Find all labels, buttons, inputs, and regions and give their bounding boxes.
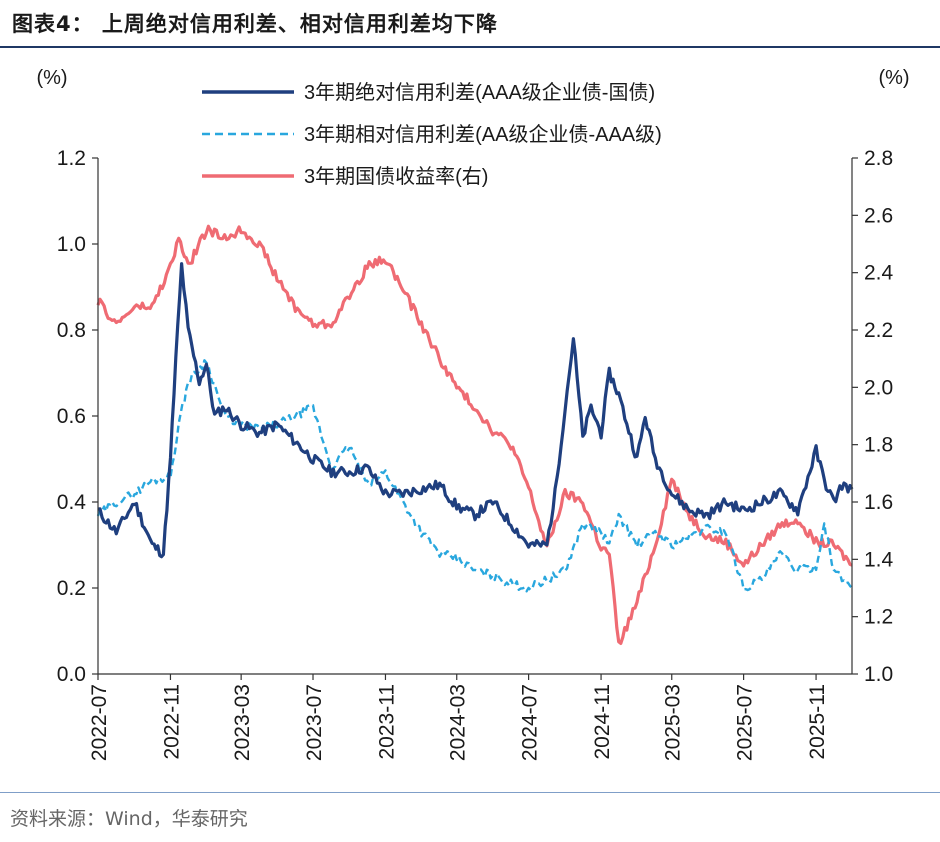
- right-tick-label: 1.6: [864, 491, 893, 514]
- x-tick-label: 2023-03: [231, 684, 254, 761]
- axes-layer: 0.0 0.2 0.4 0.6 0.8 1.0 1.2 1.0 1.2 1.4 1.6 1.8 2.0 2…: [57, 147, 894, 761]
- x-tick-label: 2024-07: [519, 684, 542, 761]
- left-tick-label: 1.2: [57, 147, 86, 170]
- left-tick-label: 0.6: [57, 405, 86, 428]
- left-tick-label: 0.2: [57, 577, 86, 600]
- source-note: 资料来源：Wind，华泰研究: [10, 808, 248, 830]
- x-tick-label: 2022-11: [160, 684, 183, 760]
- x-tick-label: 2023-07: [303, 684, 326, 761]
- chart: 0.0 0.2 0.4 0.6 0.8 1.0 1.2 1.0 1.2 1.4 1.6 1.8 2.0 2…: [36, 67, 909, 761]
- treasury-yield-line: [96, 224, 853, 646]
- x-tick-label: 2025-03: [662, 684, 685, 761]
- absolute-spread-line: [97, 262, 854, 559]
- right-axis-unit: (%): [878, 67, 909, 89]
- right-tick-label: 2.6: [864, 204, 893, 227]
- right-tick-label: 2.8: [864, 147, 893, 170]
- right-tick-label: 1.0: [864, 663, 893, 686]
- x-tick-label: 2023-11: [375, 684, 398, 760]
- left-tick-label: 0.0: [57, 663, 86, 686]
- right-tick-label: 2.2: [864, 319, 893, 342]
- right-tick-label: 1.8: [864, 434, 893, 457]
- x-tick-label: 2022-07: [88, 684, 111, 761]
- left-tick-label: 0.4: [57, 491, 87, 514]
- left-tick-label: 0.8: [57, 319, 86, 342]
- legend: 3年期绝对信用利差(AAA级企业债-国债) 3年期相对信用利差(AA级企业债-A…: [202, 81, 662, 188]
- right-tick-label: 2.0: [864, 376, 893, 399]
- x-tick-label: 2025-07: [734, 684, 757, 761]
- left-tick-label: 1.0: [57, 233, 86, 256]
- left-axis-unit: (%): [36, 67, 67, 89]
- right-tick-label: 1.4: [864, 548, 894, 571]
- right-tick-label: 2.4: [864, 262, 894, 285]
- figure-title: 图表4： 上周绝对信用利差、相对信用利差均下降: [12, 12, 498, 36]
- series-layer: [96, 224, 854, 646]
- x-tick-label: 2024-03: [447, 684, 470, 761]
- title-divider: [0, 46, 940, 48]
- right-tick-label: 1.2: [864, 606, 893, 629]
- x-tick-label: 2025-11: [806, 684, 829, 760]
- legend-label-treasury-yield: 3年期国债收益率(右): [304, 165, 488, 188]
- legend-label-absolute-spread: 3年期绝对信用利差(AAA级企业债-国债): [304, 81, 655, 104]
- source-divider: [0, 792, 940, 793]
- x-tick-label: 2024-11: [591, 684, 614, 760]
- legend-label-relative-spread: 3年期相对信用利差(AA级企业债-AAA级): [304, 123, 662, 146]
